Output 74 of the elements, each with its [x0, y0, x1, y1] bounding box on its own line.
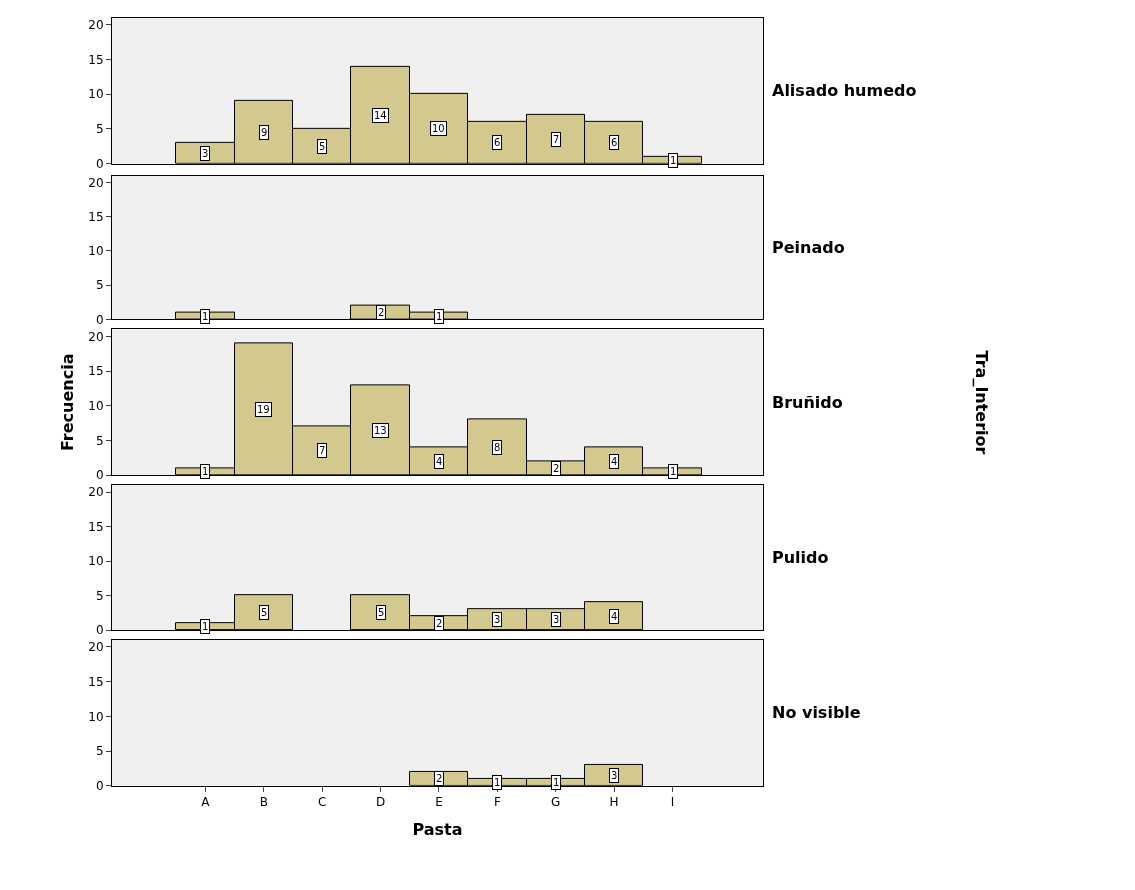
- data-label: 1: [670, 155, 677, 166]
- y-tick-label: 15: [88, 364, 104, 379]
- x-tick-label: F: [493, 795, 501, 810]
- text: Peinado: [772, 238, 845, 257]
- y-tick-label: 5: [95, 433, 104, 448]
- y-tick-label: 0: [95, 623, 104, 638]
- text: Pulido: [772, 548, 829, 567]
- data-label: 3: [553, 614, 560, 625]
- x-tick-label: C: [317, 795, 327, 810]
- x-tick-label: A: [201, 795, 211, 810]
- y-tick-label: 10: [88, 87, 104, 102]
- y-tick-label: 0: [95, 778, 104, 793]
- y-axis-title: Frecuencia: [58, 353, 78, 452]
- text: Bruñido: [772, 393, 843, 412]
- y-tick-label: 0: [95, 468, 104, 483]
- y-tick-label: 10: [88, 554, 104, 569]
- x-tick-label: G: [551, 795, 561, 810]
- data-label: 7: [319, 445, 326, 456]
- data-label: 2: [378, 307, 385, 318]
- y-tick-label: 20: [88, 640, 104, 655]
- y-tick-label: 20: [88, 18, 104, 32]
- y-tick-label: 5: [95, 122, 104, 137]
- data-label: 14: [374, 110, 387, 121]
- y-tick-label: 0: [95, 156, 104, 171]
- data-label: 13: [374, 425, 387, 436]
- x-tick-label: E: [435, 795, 443, 810]
- y-tick-label: 5: [95, 744, 104, 759]
- data-label: 6: [494, 137, 501, 148]
- data-label: 1: [670, 466, 677, 477]
- x-axis-title: Pasta: [412, 819, 463, 839]
- y-tick-label: 15: [88, 519, 104, 534]
- data-label: 7: [553, 134, 560, 145]
- data-label: 1: [202, 621, 209, 632]
- y-tick-label: 20: [88, 329, 104, 344]
- y-tick-label: 20: [88, 485, 104, 500]
- x-tick-label: I: [670, 795, 675, 810]
- x-tick-label: B: [259, 795, 268, 810]
- text: No visible: [772, 703, 861, 722]
- data-label: 3: [202, 148, 209, 159]
- data-label: 5: [319, 141, 326, 152]
- data-label: 4: [611, 611, 618, 622]
- x-tick-label: D: [375, 795, 386, 810]
- data-label: 10: [432, 123, 445, 134]
- text: Tra_Interior: [972, 350, 992, 455]
- data-label: 1: [436, 311, 443, 322]
- y-tick-label: 15: [88, 52, 104, 67]
- y-tick-label: 5: [95, 278, 104, 293]
- y-tick-label: 0: [95, 312, 104, 327]
- data-label: 19: [257, 404, 270, 415]
- data-label: 9: [261, 127, 268, 138]
- y-tick-label: 15: [88, 674, 104, 689]
- data-label: 8: [494, 442, 501, 453]
- y-tick-label: 10: [88, 709, 104, 724]
- data-label: 2: [553, 463, 560, 474]
- y-tick-label: 15: [88, 209, 104, 224]
- data-label: 3: [494, 614, 501, 625]
- text: Alisado humedo: [772, 81, 917, 100]
- data-label: 6: [611, 137, 618, 148]
- data-label: 1: [553, 777, 560, 788]
- y-tick-label: 10: [88, 244, 104, 259]
- y-tick-label: 20: [88, 175, 104, 190]
- data-label: 1: [202, 466, 209, 477]
- data-label: 2: [436, 773, 443, 784]
- data-label: 4: [611, 456, 618, 467]
- data-label: 3: [611, 770, 618, 781]
- y-tick-label: 10: [88, 398, 104, 413]
- data-label: 2: [436, 618, 443, 629]
- data-label: 5: [378, 607, 385, 618]
- data-label: 1: [202, 311, 209, 322]
- data-label: 5: [261, 607, 268, 618]
- data-label: 1: [494, 777, 501, 788]
- x-tick-label: H: [609, 795, 619, 810]
- y-tick-label: 5: [95, 588, 104, 603]
- data-label: 4: [436, 456, 443, 467]
